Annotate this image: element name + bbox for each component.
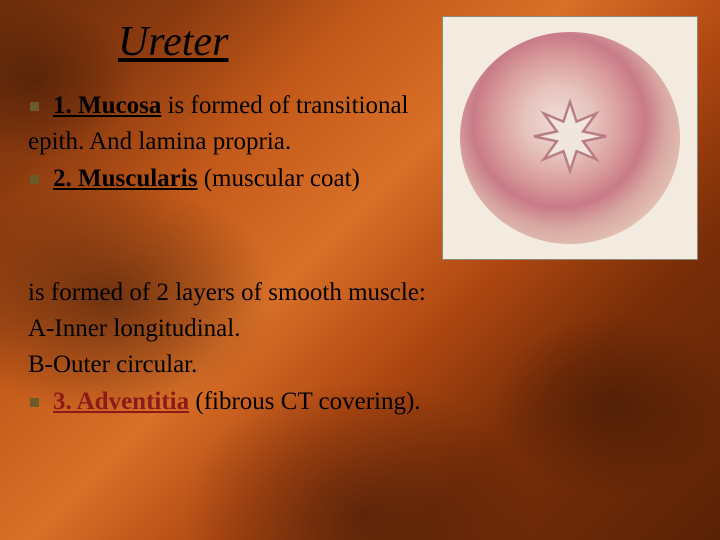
mid-line-2: A-Inner longitudinal.	[28, 311, 692, 347]
bullet-2-bold: 2. Muscularis	[53, 165, 197, 192]
bullet-3-rest: (fibrous CT covering).	[189, 388, 420, 415]
bullet-row-3: 3. Adventitia (fibrous CT covering).	[28, 384, 692, 420]
mid-line-1: is formed of 2 layers of smooth muscle:	[28, 275, 692, 311]
lumen-star-icon	[528, 95, 612, 177]
bullet-2-rest: (muscular coat)	[197, 165, 359, 192]
square-bullet-icon	[30, 102, 39, 111]
slide: Ureter 1. Mucosa is formed of transition…	[0, 0, 720, 540]
square-bullet-icon	[30, 398, 39, 407]
histology-image	[442, 16, 698, 260]
bullet-1-text: 1. Mucosa is formed of transitional	[53, 88, 409, 124]
bullet-1-bold: 1. Mucosa	[53, 92, 161, 119]
bullet-2-text: 2. Muscularis (muscular coat)	[53, 161, 360, 197]
square-bullet-icon	[30, 175, 39, 184]
mid-line-3: B-Outer circular.	[28, 347, 692, 383]
bullet-3-bold: 3. Adventitia	[53, 388, 189, 415]
bullet-1-rest: is formed of transitional	[161, 92, 408, 119]
bullet-3-text: 3. Adventitia (fibrous CT covering).	[53, 384, 421, 420]
